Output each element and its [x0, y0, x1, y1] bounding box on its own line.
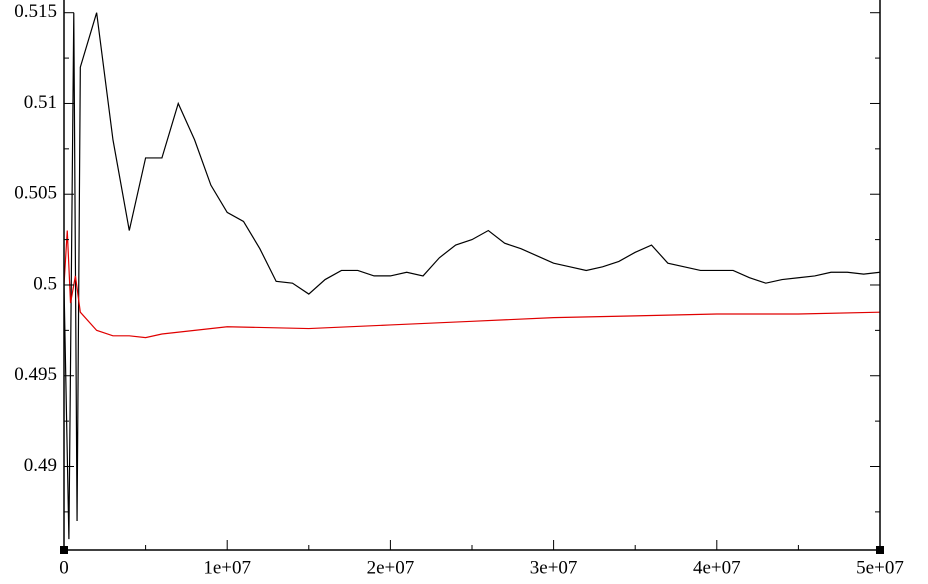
x-tick-label: 2e+07: [367, 557, 415, 578]
data-line: [64, 230, 880, 339]
plot-area: [64, 12, 880, 540]
x-tick-label: 3e+07: [530, 557, 578, 578]
x-tick-label: 0: [59, 557, 69, 578]
x-tick-label: 4e+07: [693, 557, 741, 578]
y-tick-label: 0.49: [24, 455, 57, 476]
y-tick-label: 0.495: [14, 364, 57, 385]
y-tick-label: 0.51: [24, 92, 57, 113]
x-tick-label: 5e+07: [856, 557, 904, 578]
y-tick-label: 0.5: [33, 273, 57, 294]
data-line: [64, 12, 880, 540]
y-tick-label: 0.515: [14, 1, 57, 22]
x-tick-label: 1e+07: [203, 557, 251, 578]
y-tick-label: 0.505: [14, 183, 57, 204]
